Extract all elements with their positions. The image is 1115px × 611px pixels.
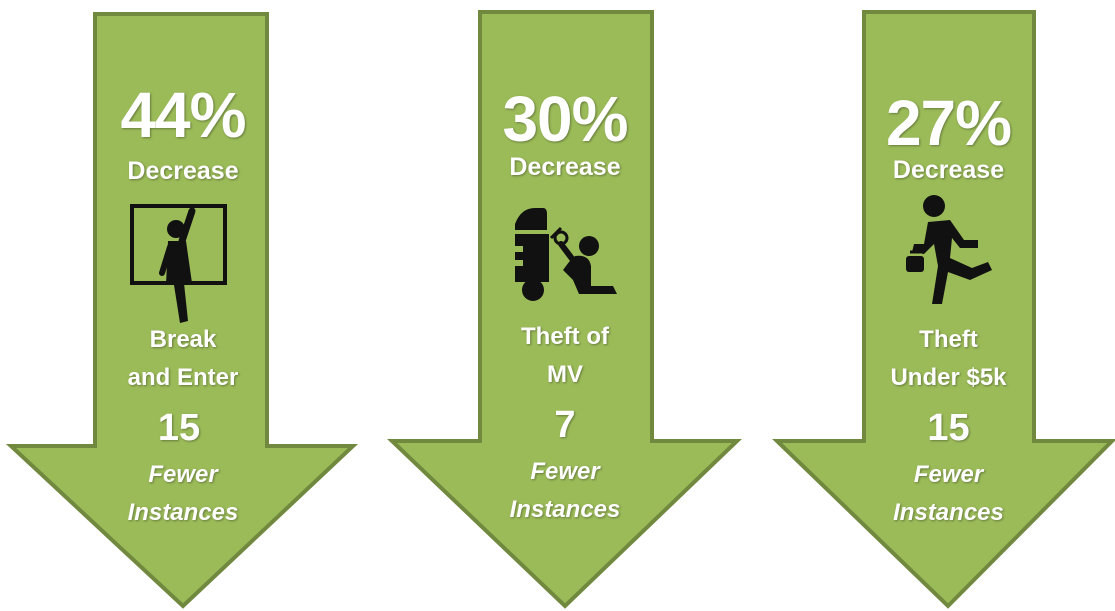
percent-value: 30% bbox=[502, 83, 628, 155]
decrease-label: Decrease bbox=[509, 153, 621, 181]
crime-type-line2: Under $5k bbox=[890, 364, 1007, 391]
percent-value: 27% bbox=[885, 87, 1012, 159]
down-arrow-shape bbox=[772, 10, 1115, 609]
stat-arrow-theft-under-5k: 27% Decrease Theft Under $5k 15 Fewer In… bbox=[770, 0, 1115, 611]
fewer-label: Fewer bbox=[148, 461, 218, 488]
instances-label: Instances bbox=[893, 499, 1004, 526]
down-arrow-shape bbox=[387, 10, 742, 609]
instance-count: 15 bbox=[157, 407, 201, 449]
decrease-label: Decrease bbox=[892, 156, 1005, 184]
stat-arrow-break-and-enter: 44% Decrease Break and Enter 15 Fewer In… bbox=[3, 0, 363, 611]
fewer-label: Fewer bbox=[530, 458, 600, 485]
percent-value: 44% bbox=[120, 79, 246, 151]
fewer-label: Fewer bbox=[913, 461, 984, 488]
instances-label: Instances bbox=[127, 499, 239, 526]
crime-type-line2: MV bbox=[547, 361, 583, 388]
running-thief-icon bbox=[906, 195, 992, 304]
car-thief-icon bbox=[513, 208, 617, 301]
crime-type-line2: and Enter bbox=[127, 364, 239, 391]
instances-label: Instances bbox=[509, 496, 621, 523]
instance-count: 7 bbox=[554, 404, 576, 446]
decrease-label: Decrease bbox=[127, 157, 239, 185]
burglar-window-icon bbox=[130, 204, 227, 323]
instance-count: 15 bbox=[927, 407, 970, 449]
stat-arrow-theft-of-mv: 30% Decrease Theft of MV 7 Fewer Instanc… bbox=[385, 0, 745, 611]
crime-type-line1: Break bbox=[149, 326, 217, 353]
crime-type-line1: Theft of bbox=[521, 323, 609, 350]
crime-type-line1: Theft bbox=[919, 326, 978, 353]
